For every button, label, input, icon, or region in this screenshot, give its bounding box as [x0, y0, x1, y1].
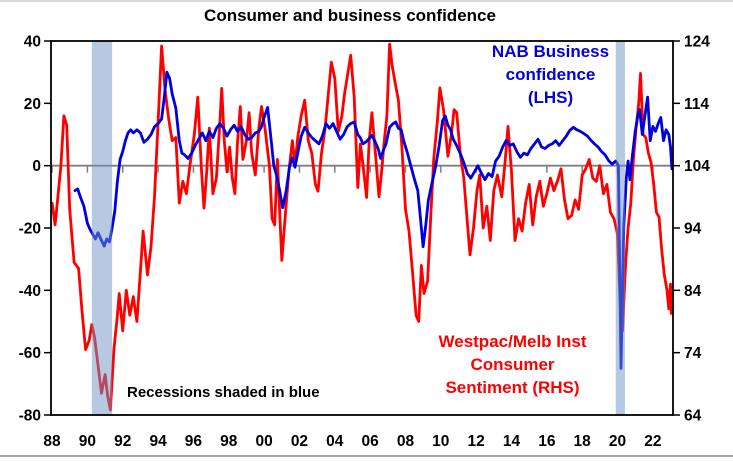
top-divider: [0, 0, 733, 2]
svg-text:02: 02: [291, 433, 308, 450]
svg-text:00: 00: [255, 433, 272, 450]
svg-text:94: 94: [149, 433, 167, 450]
svg-text:06: 06: [362, 433, 380, 450]
svg-text:-60: -60: [19, 345, 41, 362]
svg-text:-40: -40: [19, 283, 41, 300]
nab-series-label: NAB Business confidence (LHS): [458, 40, 643, 109]
bottom-divider: [0, 455, 733, 457]
svg-text:20: 20: [609, 433, 626, 450]
svg-text:124: 124: [684, 34, 710, 51]
svg-text:20: 20: [24, 96, 41, 113]
chart-title: Consumer and business confidence: [204, 6, 496, 25]
nab-series-label-line2: confidence: [505, 65, 596, 84]
westpac-series-label: Westpac/Melb Inst Consumer Sentiment (RH…: [405, 330, 620, 399]
westpac-series-label-line2: Consumer: [470, 355, 555, 374]
svg-text:94: 94: [684, 221, 702, 238]
svg-text:104: 104: [684, 158, 710, 175]
svg-text:-20: -20: [19, 221, 41, 238]
svg-text:88: 88: [43, 433, 61, 450]
nab-series-label-line1: NAB Business: [491, 42, 610, 61]
svg-text:08: 08: [397, 433, 415, 450]
svg-text:40: 40: [24, 34, 41, 51]
svg-text:18: 18: [574, 433, 592, 450]
svg-text:84: 84: [684, 283, 702, 300]
svg-text:96: 96: [185, 433, 203, 450]
recessions-note: Recessions shaded in blue: [127, 384, 320, 401]
svg-text:16: 16: [538, 433, 556, 450]
svg-text:90: 90: [79, 433, 96, 450]
svg-text:114: 114: [684, 96, 709, 113]
westpac-series-label-line3: Sentiment (RHS): [445, 378, 580, 397]
svg-text:0: 0: [32, 158, 41, 175]
svg-text:-80: -80: [19, 408, 41, 425]
westpac-series-label-line1: Westpac/Melb Inst: [438, 332, 587, 351]
svg-text:98: 98: [220, 433, 238, 450]
svg-text:92: 92: [114, 433, 131, 450]
svg-text:22: 22: [644, 433, 661, 450]
svg-text:64: 64: [684, 408, 702, 425]
svg-text:12: 12: [468, 433, 485, 450]
svg-text:14: 14: [503, 433, 521, 450]
svg-text:10: 10: [432, 433, 449, 450]
nab-series-label-line3: (LHS): [527, 88, 574, 107]
svg-text:74: 74: [684, 345, 702, 362]
svg-text:04: 04: [326, 433, 344, 450]
